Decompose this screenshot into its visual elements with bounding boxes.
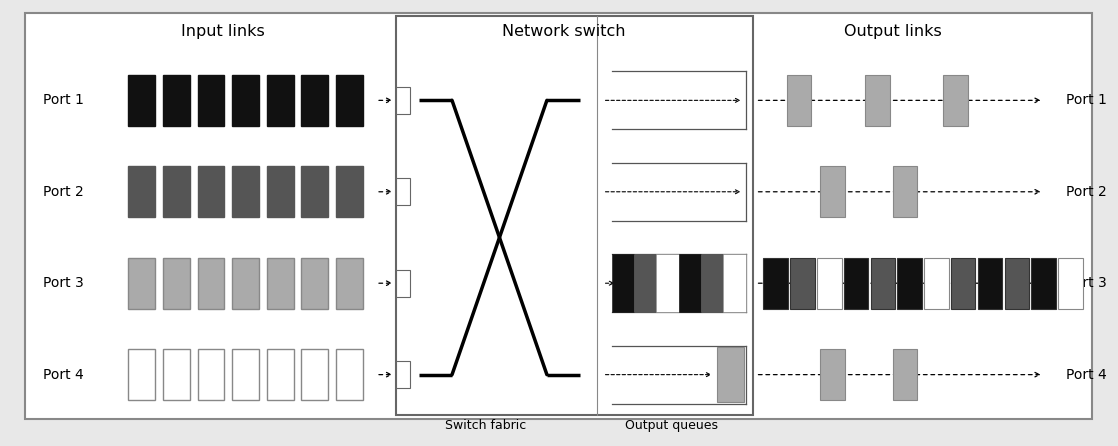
Bar xyxy=(335,74,362,126)
Bar xyxy=(163,166,190,218)
Bar xyxy=(1058,258,1082,309)
Bar xyxy=(717,347,745,402)
Bar xyxy=(396,270,409,297)
Text: Port 2: Port 2 xyxy=(1065,185,1107,199)
Bar xyxy=(821,349,845,401)
Bar xyxy=(893,166,918,218)
Bar xyxy=(302,349,329,401)
Bar xyxy=(267,349,294,401)
Bar xyxy=(129,258,155,309)
Bar xyxy=(865,74,890,126)
Bar xyxy=(978,258,1002,309)
Bar xyxy=(893,349,918,401)
Bar xyxy=(129,349,155,401)
Bar xyxy=(656,254,679,312)
Bar xyxy=(634,254,656,312)
Bar xyxy=(764,258,788,309)
Bar xyxy=(871,258,896,309)
Bar xyxy=(302,166,329,218)
Bar xyxy=(951,258,976,309)
Bar xyxy=(198,349,225,401)
Bar xyxy=(335,349,362,401)
Bar xyxy=(821,166,845,218)
Bar xyxy=(396,361,409,388)
Bar xyxy=(163,349,190,401)
Text: Port 1: Port 1 xyxy=(1065,93,1107,107)
Text: Network switch: Network switch xyxy=(502,24,625,39)
Bar xyxy=(396,178,409,205)
Bar xyxy=(267,74,294,126)
Text: Input links: Input links xyxy=(181,24,265,39)
Text: Port 1: Port 1 xyxy=(42,93,84,107)
Bar xyxy=(679,254,701,312)
Bar xyxy=(233,74,259,126)
Bar xyxy=(233,349,259,401)
Bar xyxy=(701,254,723,312)
Bar xyxy=(1004,258,1029,309)
Text: Output links: Output links xyxy=(844,24,941,39)
Bar xyxy=(198,166,225,218)
FancyBboxPatch shape xyxy=(25,13,1091,419)
Bar xyxy=(233,166,259,218)
Bar xyxy=(898,258,922,309)
Bar xyxy=(612,254,634,312)
Bar xyxy=(198,258,225,309)
Bar xyxy=(335,166,362,218)
Bar xyxy=(267,258,294,309)
Bar xyxy=(267,166,294,218)
Text: Switch fabric: Switch fabric xyxy=(445,419,527,433)
Bar xyxy=(129,166,155,218)
Bar xyxy=(198,74,225,126)
Bar xyxy=(335,258,362,309)
Text: Port 3: Port 3 xyxy=(1065,276,1107,290)
Bar xyxy=(163,74,190,126)
Bar xyxy=(396,16,754,415)
Bar xyxy=(129,74,155,126)
Bar xyxy=(944,74,968,126)
Bar xyxy=(787,74,812,126)
Text: Port 3: Port 3 xyxy=(42,276,84,290)
Text: Port 2: Port 2 xyxy=(42,185,84,199)
Bar xyxy=(723,254,746,312)
Bar xyxy=(302,258,329,309)
Bar xyxy=(790,258,815,309)
Bar xyxy=(1031,258,1055,309)
Bar xyxy=(844,258,869,309)
Bar xyxy=(817,258,842,309)
Bar xyxy=(302,74,329,126)
Text: Output queues: Output queues xyxy=(625,419,719,433)
Text: Port 4: Port 4 xyxy=(42,368,84,382)
Bar xyxy=(925,258,949,309)
Bar xyxy=(396,87,409,114)
Bar xyxy=(163,258,190,309)
Text: Port 4: Port 4 xyxy=(1065,368,1107,382)
Bar xyxy=(233,258,259,309)
